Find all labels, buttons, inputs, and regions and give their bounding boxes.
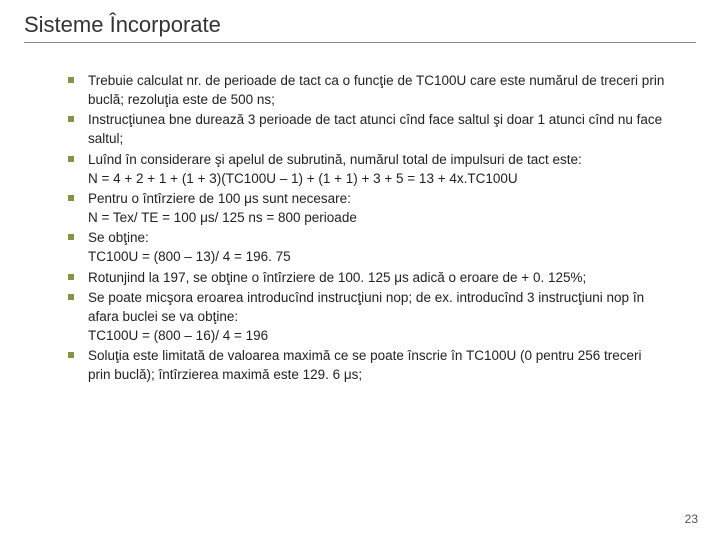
- bullet-item: Se obţine:TC100U = (800 – 13)/ 4 = 196. …: [64, 228, 666, 266]
- bullet-line: Instrucţiunea bne durează 3 perioade de …: [88, 110, 666, 148]
- bullet-line: TC100U = (800 – 16)/ 4 = 196: [88, 326, 666, 345]
- bullet-line: Luînd în considerare şi apelul de subrut…: [88, 150, 666, 169]
- bullet-item: Pentru o întîrziere de 100 μs sunt neces…: [64, 189, 666, 227]
- bullet-item: Se poate micşora eroarea introducînd ins…: [64, 288, 666, 345]
- bullet-item: Soluţia este limitată de valoarea maximă…: [64, 346, 666, 384]
- bullet-item: Rotunjind la 197, se obţine o întîrziere…: [64, 268, 666, 287]
- bullet-line: N = Tex/ TE = 100 μs/ 125 ns = 800 perio…: [88, 208, 666, 227]
- page-number: 23: [685, 512, 698, 526]
- bullet-item: Instrucţiunea bne durează 3 perioade de …: [64, 110, 666, 148]
- slide-content: Trebuie calculat nr. de perioade de tact…: [24, 71, 696, 385]
- bullet-line: Pentru o întîrziere de 100 μs sunt neces…: [88, 189, 666, 208]
- bullet-line: N = 4 + 2 + 1 + (1 + 3)(TC100U – 1) + (1…: [88, 169, 666, 188]
- bullet-item: Trebuie calculat nr. de perioade de tact…: [64, 71, 666, 109]
- slide-title: Sisteme Încorporate: [24, 12, 696, 43]
- bullet-item: Luînd în considerare şi apelul de subrut…: [64, 150, 666, 188]
- bullet-line: Trebuie calculat nr. de perioade de tact…: [88, 71, 666, 109]
- bullet-line: Soluţia este limitată de valoarea maximă…: [88, 346, 666, 384]
- bullet-line: Se obţine:: [88, 228, 666, 247]
- bullet-line: TC100U = (800 – 13)/ 4 = 196. 75: [88, 247, 666, 266]
- bullet-list: Trebuie calculat nr. de perioade de tact…: [64, 71, 666, 385]
- bullet-line: Se poate micşora eroarea introducînd ins…: [88, 288, 666, 326]
- bullet-line: Rotunjind la 197, se obţine o întîrziere…: [88, 268, 666, 287]
- slide: Sisteme Încorporate Trebuie calculat nr.…: [0, 0, 720, 540]
